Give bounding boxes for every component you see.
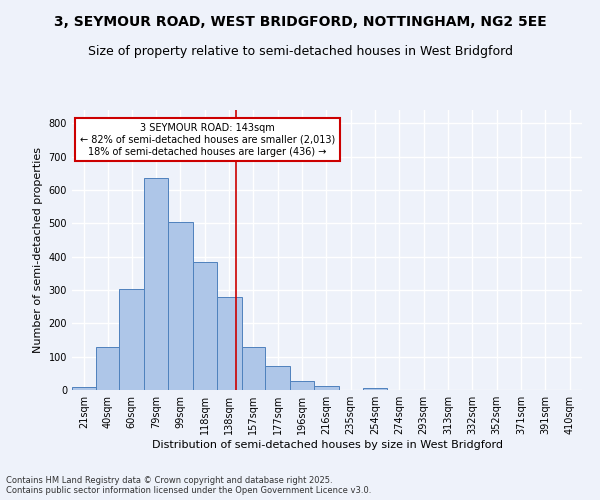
- Y-axis label: Number of semi-detached properties: Number of semi-detached properties: [33, 147, 43, 353]
- Bar: [95, 348, 119, 390]
- Bar: [265, 366, 290, 390]
- Text: 3 SEYMOUR ROAD: 143sqm
← 82% of semi-detached houses are smaller (2,013)
18% of : 3 SEYMOUR ROAD: 143sqm ← 82% of semi-det…: [80, 124, 335, 156]
- Text: Contains HM Land Registry data © Crown copyright and database right 2025.
Contai: Contains HM Land Registry data © Crown c…: [6, 476, 371, 495]
- Bar: [119, 290, 145, 390]
- Bar: [314, 386, 339, 390]
- Bar: [145, 178, 168, 390]
- X-axis label: Distribution of semi-detached houses by size in West Bridgford: Distribution of semi-detached houses by …: [151, 440, 503, 450]
- Bar: [217, 296, 242, 390]
- Bar: [362, 388, 388, 390]
- Bar: [242, 346, 265, 390]
- Bar: [290, 382, 314, 390]
- Bar: [193, 262, 217, 390]
- Bar: [72, 386, 95, 390]
- Text: 3, SEYMOUR ROAD, WEST BRIDGFORD, NOTTINGHAM, NG2 5EE: 3, SEYMOUR ROAD, WEST BRIDGFORD, NOTTING…: [53, 15, 547, 29]
- Bar: [168, 222, 193, 390]
- Text: Size of property relative to semi-detached houses in West Bridgford: Size of property relative to semi-detach…: [88, 45, 512, 58]
